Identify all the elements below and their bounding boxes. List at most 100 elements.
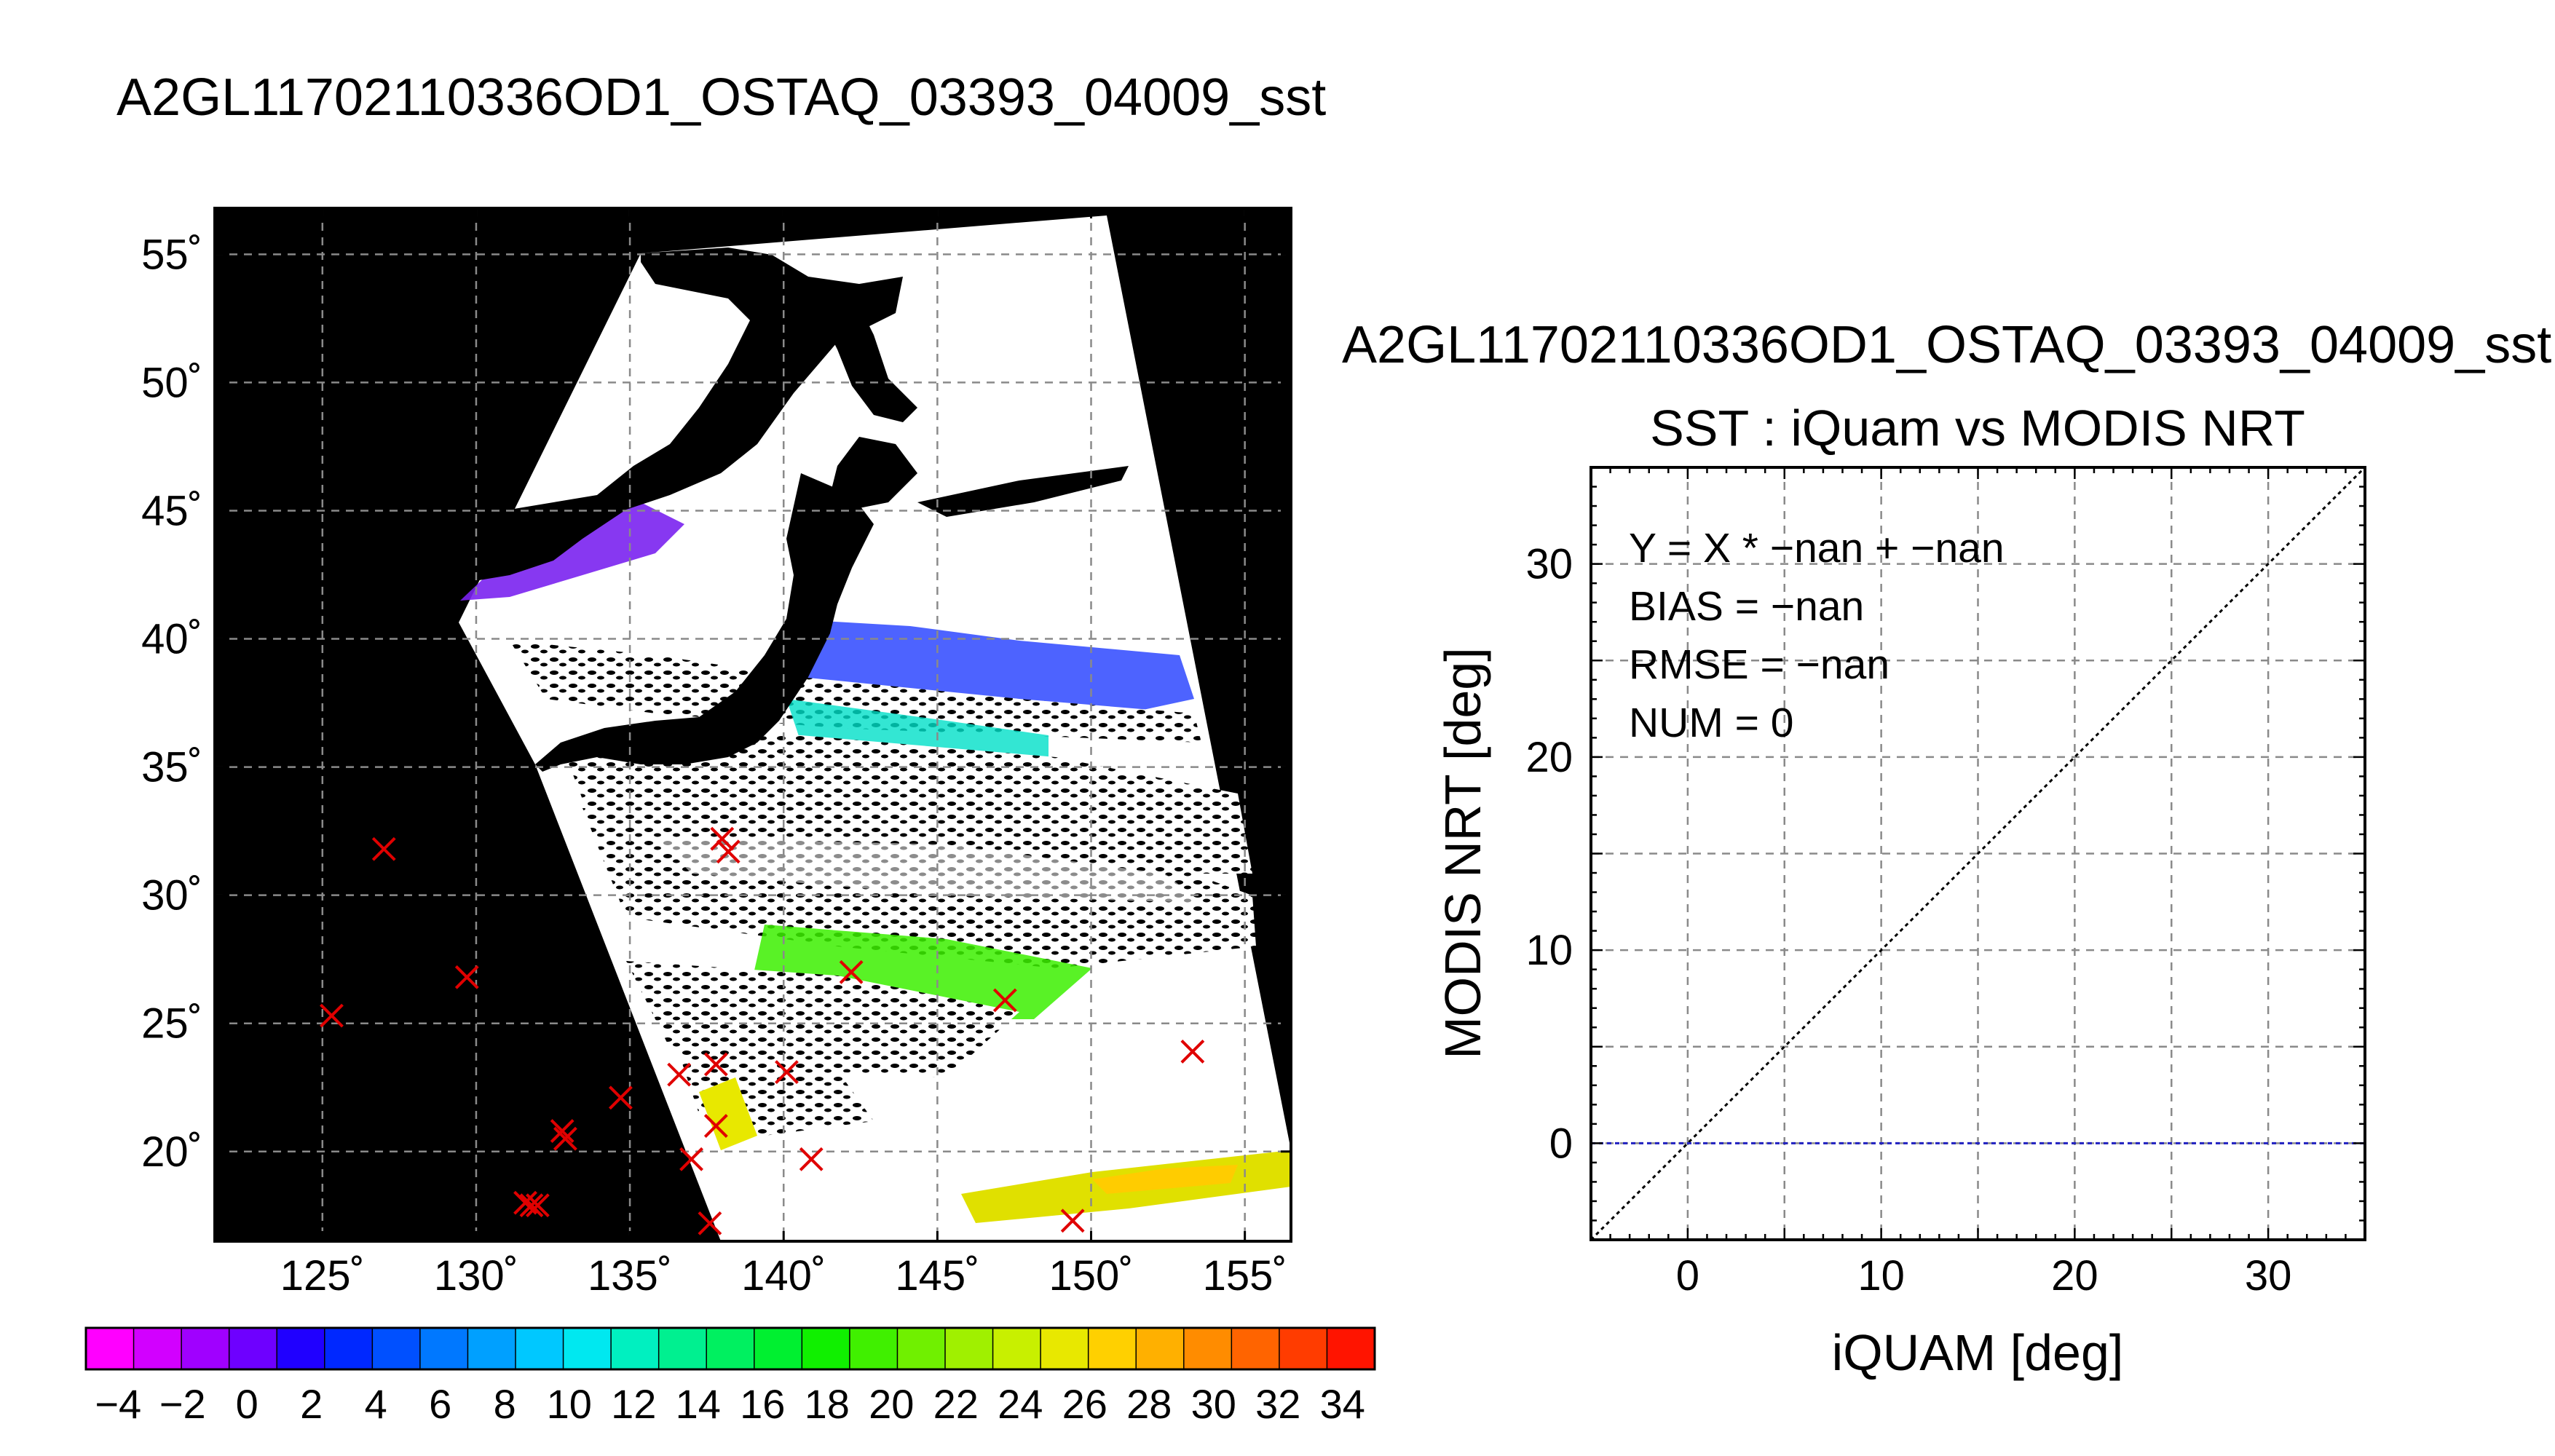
map-lon-label: 150˚: [1049, 1252, 1133, 1299]
colorbar-cell: [419, 1327, 469, 1370]
buoy-marker: [525, 1193, 550, 1218]
colorbar-cell: [896, 1327, 947, 1370]
map-lon-label: 135˚: [588, 1252, 672, 1299]
scatter-ylabel: MODIS NRT [deg]: [1434, 647, 1491, 1059]
stat-fit-equation: Y = X * −nan + −nan: [1629, 525, 2005, 571]
scatter-title: SST : iQuam vs MODIS NRT: [1650, 400, 2305, 456]
map-lat-label: 40˚: [141, 616, 202, 663]
buoy-marker: [1060, 1208, 1085, 1233]
colorbar-label: 22: [933, 1381, 979, 1427]
scatter-y-tick-label: 10: [1525, 927, 1573, 974]
map-gridlines: [215, 208, 1291, 1241]
scatter-x-tick-label: 20: [2051, 1252, 2098, 1299]
colorbar-cell: [371, 1327, 422, 1370]
map-frame: [213, 207, 1292, 1243]
map-plot: 125˚ 130˚ 135˚ 140˚ 145˚ 150˚ 155˚ 20˚ 25˚ 30˚ 35˚…: [141, 207, 1292, 1299]
map-swath: [215, 208, 1291, 1241]
buoy-marker: [839, 960, 864, 984]
colorbar-cell: [610, 1327, 660, 1370]
colorbar-cell: [944, 1327, 994, 1370]
colorbar-label: 20: [869, 1381, 914, 1427]
scatter-x-tick-label: 10: [1857, 1252, 1905, 1299]
colorbar-cell: [1135, 1327, 1185, 1370]
map-lon-label: 125˚: [280, 1252, 365, 1299]
colorbar-label: 18: [805, 1381, 850, 1427]
buoy-marker: [992, 988, 1017, 1013]
scatter-x-tick-label: 30: [2245, 1252, 2292, 1299]
colorbar-cell: [467, 1327, 517, 1370]
colorbar-label: 10: [547, 1381, 592, 1427]
buoy-marker: [371, 836, 396, 861]
colorbar-cells: [85, 1327, 1376, 1370]
one-to-one-line: [1591, 467, 2365, 1240]
colorbar-cell: [181, 1327, 230, 1370]
map-lat-label: 50˚: [141, 359, 202, 406]
buoy-marker: [454, 965, 479, 989]
colorbar-labels: −4 −2 0 2 4 6 8 10 12 14 16 18 20 22 24 26 28 30 32 34: [95, 1381, 1365, 1427]
colorbar-cell: [1279, 1327, 1328, 1370]
colorbar-cell: [801, 1327, 851, 1370]
colorbar-cell: [133, 1327, 183, 1370]
colorbar-label: 14: [676, 1381, 721, 1427]
colorbar-cell: [706, 1327, 756, 1370]
colorbar-label: −4: [95, 1381, 141, 1427]
scatter-y-tick-label: 30: [1525, 541, 1573, 588]
colorbar-cell: [276, 1327, 326, 1370]
buoy-marker: [703, 1114, 728, 1138]
stats-box: Y = X * −nan + −nan BIAS = −nan RMSE = −…: [1629, 525, 2005, 746]
map-lon-label: 145˚: [895, 1252, 979, 1299]
map-lat-label: 30˚: [141, 872, 202, 919]
buoy-marker: [1180, 1040, 1205, 1064]
colorbar-label: 12: [611, 1381, 656, 1427]
colorbar-cell: [992, 1327, 1042, 1370]
map-lat-label: 20˚: [141, 1128, 202, 1176]
colorbar-cell: [1231, 1327, 1281, 1370]
colorbar-label: 34: [1320, 1381, 1365, 1427]
colorbar-cell: [515, 1327, 564, 1370]
map-lat-label: 55˚: [141, 231, 202, 278]
scatter-header: A2GL11702110336OD1_OSTAQ_03393_04009_sst: [1342, 316, 2551, 374]
map-lon-label: 140˚: [741, 1252, 826, 1299]
colorbar: −4 −2 0 2 4 6 8 10 12 14 16 18 20 22 24 26 28 30 32 34: [84, 1326, 1376, 1427]
colorbar-cell: [754, 1327, 803, 1370]
buoy-marker: [609, 1085, 633, 1110]
scatter-plot: 0 10 20 30 0 10 20 30 Y = X * −nan + −nan BIAS …: [1434, 466, 2366, 1381]
colorbar-cell: [657, 1327, 708, 1370]
buoy-marker: [716, 839, 741, 864]
landmass: [430, 248, 1129, 772]
colorbar-label: 16: [740, 1381, 785, 1427]
scatter-minor-ticks: [1590, 466, 2366, 1241]
colorbar-cell: [85, 1327, 135, 1370]
colorbar-cell: [228, 1327, 278, 1370]
map-axis-ticks: 125˚ 130˚ 135˚ 140˚ 145˚ 150˚ 155˚ 20˚ 25˚ 30˚ 35˚…: [141, 208, 1291, 1299]
buoy-marker: [553, 1126, 577, 1151]
colorbar-cell: [1183, 1327, 1233, 1370]
buoy-marker: [320, 1003, 344, 1028]
map-lon-label: 130˚: [434, 1252, 518, 1299]
colorbar-label: 30: [1191, 1381, 1236, 1427]
colorbar-cell: [324, 1327, 374, 1370]
stat-bias: BIAS = −nan: [1629, 583, 1864, 630]
colorbar-label: 28: [1126, 1381, 1172, 1427]
colorbar-cell: [1326, 1327, 1376, 1370]
buoy-marker: [698, 1211, 722, 1235]
colorbar-cell: [562, 1327, 612, 1370]
scatter-xlabel: iQUAM [deg]: [1832, 1324, 2124, 1381]
stat-rmse: RMSE = −nan: [1629, 641, 1889, 688]
map-lat-label: 45˚: [141, 487, 202, 534]
buoy-marker: [710, 826, 735, 851]
buoy-marker: [519, 1193, 544, 1218]
buoy-marker: [667, 1062, 692, 1087]
colorbar-cell: [1087, 1327, 1137, 1370]
buoy-marker: [679, 1147, 703, 1171]
colorbar-label: 0: [236, 1381, 258, 1427]
colorbar-label: 4: [365, 1381, 387, 1427]
map-lat-label: 25˚: [141, 1000, 202, 1048]
colorbar-label: 24: [998, 1381, 1043, 1427]
map-lon-label: 155˚: [1203, 1252, 1287, 1299]
stat-num: NUM = 0: [1629, 700, 1793, 746]
scatter-y-tick-label: 20: [1525, 734, 1573, 781]
buoy-marker: [799, 1147, 824, 1171]
colorbar-label: −2: [159, 1381, 206, 1427]
